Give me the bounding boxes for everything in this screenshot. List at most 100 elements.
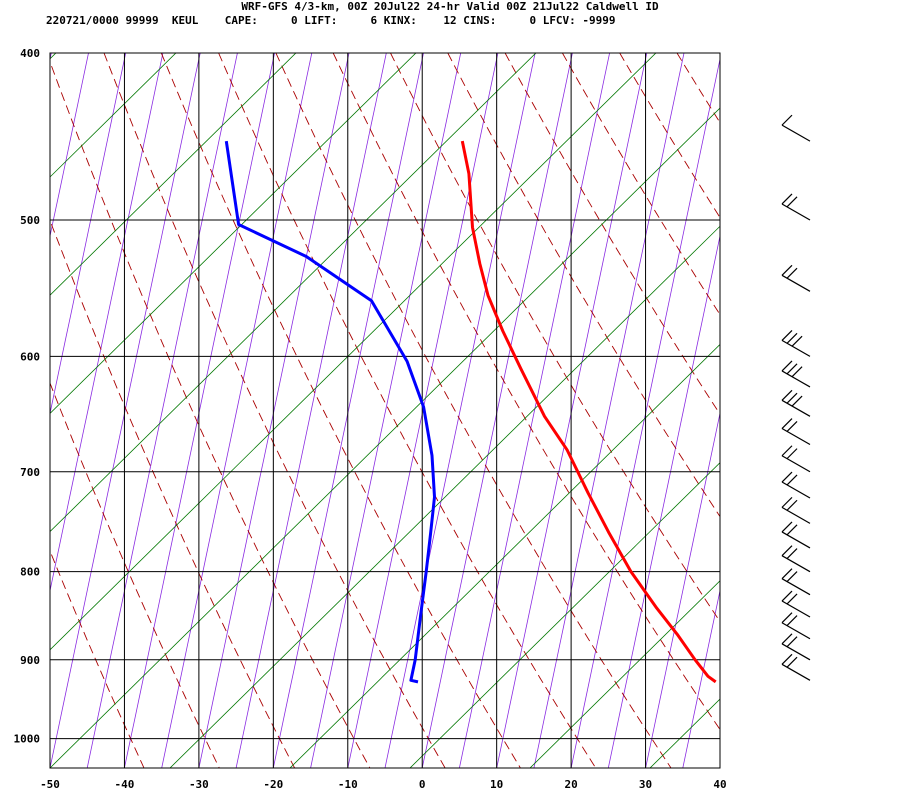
sounding-indices: 220721/0000 99999 KEUL CAPE: 0 LIFT: 6 K… (46, 14, 616, 27)
p-tick-label: 1000 (14, 733, 41, 746)
isotherm-line (198, 53, 350, 768)
isotherm-line (272, 53, 424, 768)
isotherm-line (50, 53, 201, 768)
isotherm-line (384, 53, 536, 768)
temperature-profile (460, 140, 717, 684)
dry-adiabat-line (734, 53, 900, 768)
wind-barb-feather (791, 335, 803, 347)
isotherm-line (86, 53, 238, 768)
mixing-ratio-line (50, 107, 720, 768)
dry-adiabat-line (50, 549, 145, 768)
wind-barb-staff (781, 643, 811, 661)
wind-barb-feather (781, 633, 793, 645)
dry-adiabat-line (275, 53, 672, 768)
mixing-ratio-line (169, 225, 720, 768)
wind-barb-staff (781, 506, 811, 524)
wind-barb-feather (781, 545, 793, 557)
dry-adiabat-line (103, 53, 446, 768)
wind-barb-feather (786, 196, 798, 208)
isotherm-line (235, 53, 387, 768)
wind-barb-staff (781, 531, 811, 549)
wind-barb (781, 545, 811, 573)
isotherm-line (421, 53, 573, 768)
mixing-ratio-line (770, 0, 900, 768)
wind-barb-feather (786, 448, 798, 460)
wind-barb-feather (786, 636, 798, 648)
wind-barb-staff (781, 274, 811, 292)
p-tick-label: 500 (20, 214, 40, 227)
isotherm-line (794, 53, 900, 768)
wind-barb-feather (781, 653, 793, 665)
wind-barb-feather (786, 499, 798, 511)
isotherm-line (50, 53, 89, 239)
wind-barb (781, 264, 811, 292)
x-tick-label: -30 (189, 778, 209, 791)
isotherm-line (533, 53, 685, 768)
dewpoint-profile (224, 140, 436, 684)
isotherm-line (124, 53, 275, 768)
dry-adiabat-line (562, 53, 720, 316)
dry-adiabat-line (332, 53, 720, 731)
mixing-ratio-line (649, 698, 720, 768)
chart-title: WRF-GFS 4/3-km, 00Z 20Jul22 24-hr Valid … (241, 0, 659, 13)
wind-barb (781, 471, 811, 499)
dry-adiabat-line (849, 53, 900, 768)
mixing-ratio-line (50, 53, 177, 178)
wind-barb-feather (781, 471, 793, 483)
mixing-ratio-line (50, 53, 657, 651)
isotherm-line (50, 53, 127, 416)
isotherm-line (310, 53, 462, 768)
wind-barb-feather (781, 114, 793, 126)
wind-barb-feather (786, 571, 798, 583)
wind-barb-staff (781, 339, 811, 357)
dry-adiabat-line (447, 53, 720, 518)
p-tick-label: 800 (20, 566, 40, 579)
x-tick-label: 10 (490, 778, 503, 791)
wind-barb-staff (781, 370, 811, 388)
wind-barb-feather (781, 418, 793, 429)
dry-adiabat-line (50, 219, 296, 768)
isotherm-line (719, 766, 720, 768)
wind-barb (781, 329, 811, 357)
isotherm-line (682, 588, 720, 768)
mixing-ratio-line (50, 53, 537, 533)
mixing-ratio-line (50, 53, 297, 296)
wind-barb (781, 360, 811, 388)
wind-barb-feather (781, 445, 793, 457)
wind-barb-feather (781, 496, 793, 508)
wind-barb-feather (781, 590, 793, 602)
wind-barb-feather (781, 360, 793, 372)
wind-barb (781, 653, 811, 681)
wind-barb-feather (781, 264, 793, 276)
wind-barb-feather (786, 656, 798, 668)
wind-barb-staff (781, 622, 811, 640)
wind-barb-feather (781, 329, 793, 341)
x-tick-label: -50 (40, 778, 60, 791)
p-tick-label: 900 (20, 654, 40, 667)
mixing-ratio-line (289, 343, 720, 768)
wind-barb (781, 114, 811, 142)
wind-barb (781, 521, 811, 549)
wind-barb-feather (786, 267, 798, 279)
isotherm-line (757, 53, 900, 768)
x-tick-label: -10 (338, 778, 358, 791)
wind-barb-feather (786, 524, 798, 536)
wind-barb-feather (781, 568, 793, 580)
isotherm-line (161, 53, 313, 768)
isotherm-line (570, 57, 720, 768)
dry-adiabat-line (218, 53, 597, 768)
mixing-ratio-line (529, 580, 720, 768)
dry-adiabat-line (504, 53, 720, 415)
isotherm-line (645, 411, 720, 768)
isotherm-line (607, 234, 720, 768)
wind-barb (781, 193, 811, 221)
wind-barb-feather (791, 395, 803, 407)
wind-barb-staff (781, 600, 811, 618)
wind-barb-staff (781, 455, 811, 473)
x-tick-label: -40 (115, 778, 135, 791)
wind-barb-feather (786, 474, 798, 486)
wind-barb-feather (781, 193, 793, 205)
dry-adiabat-line (676, 53, 720, 124)
wind-barb-feather (786, 332, 798, 344)
